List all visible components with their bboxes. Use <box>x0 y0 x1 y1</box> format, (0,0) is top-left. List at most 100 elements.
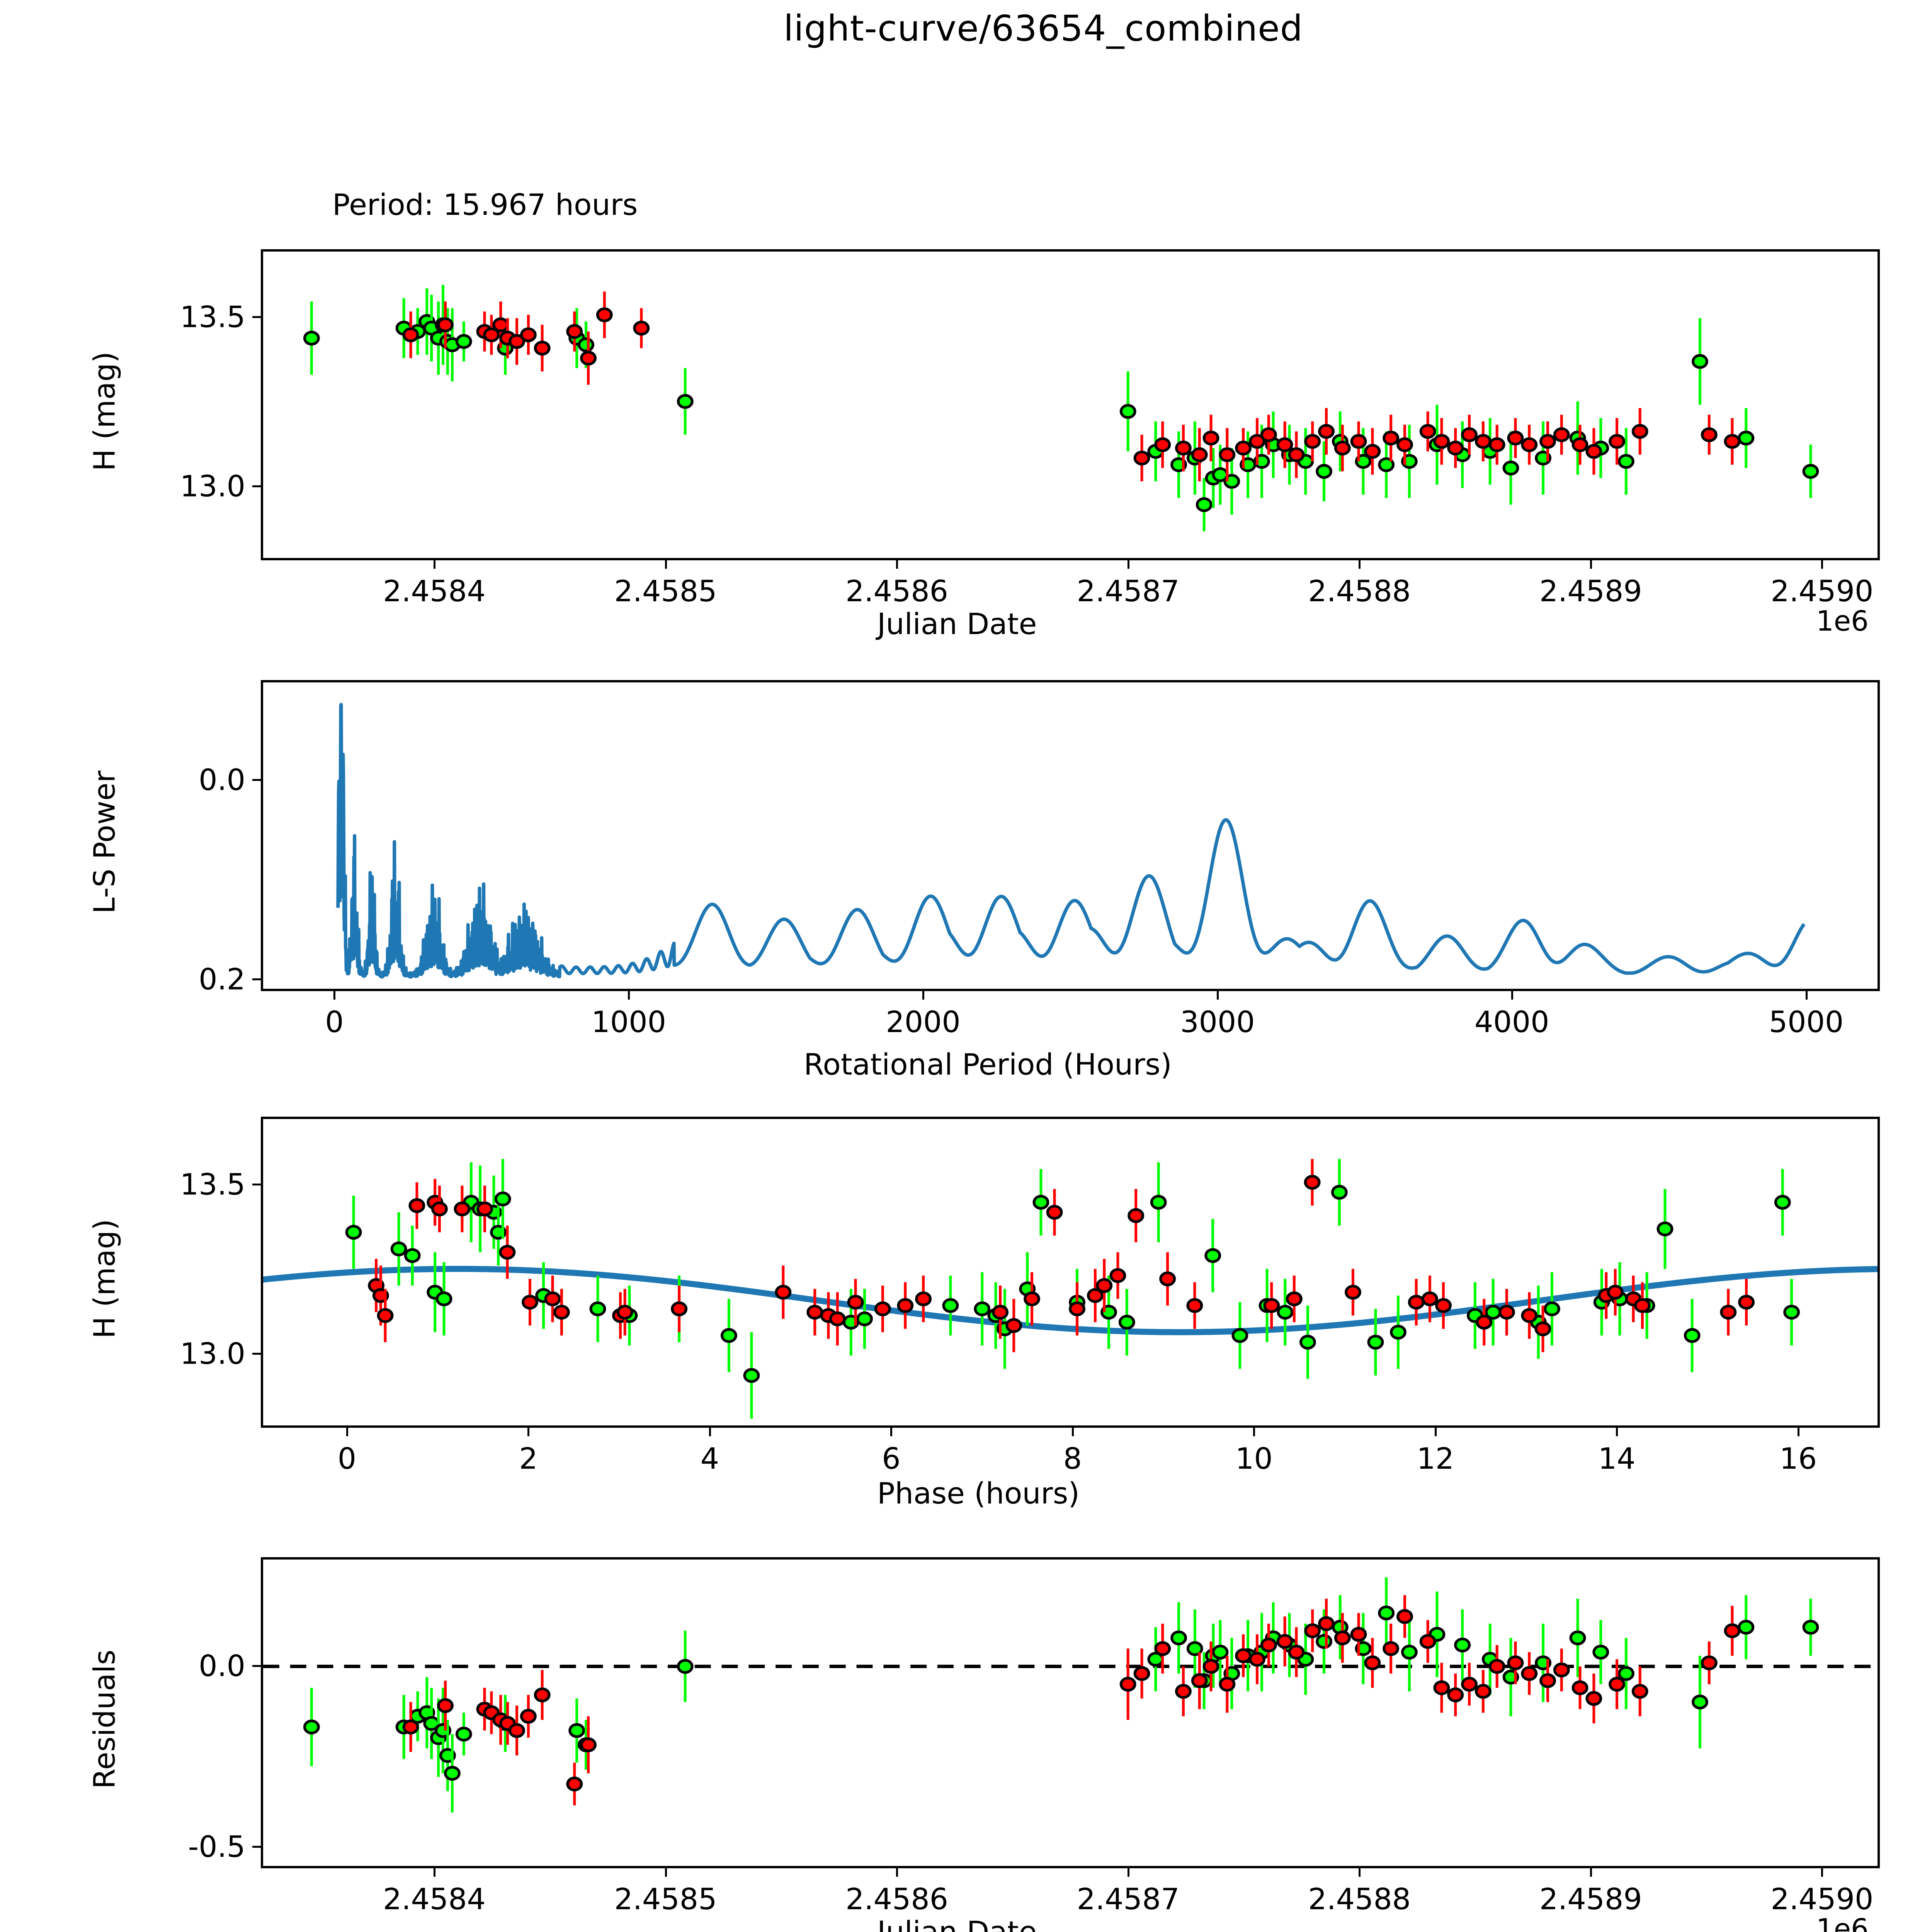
data-point <box>1488 1659 1505 1674</box>
x-tick-mark <box>1805 991 1808 1000</box>
data-point <box>829 1311 846 1327</box>
x-tick-mark <box>709 1428 711 1436</box>
x-tick-label: 14 <box>1598 1441 1636 1476</box>
data-point <box>897 1298 914 1313</box>
data-point <box>1159 1271 1176 1286</box>
data-point <box>1421 1291 1438 1306</box>
data-point <box>1350 434 1367 449</box>
residuals-x-offset: 1e6 <box>1816 1913 1869 1932</box>
residuals-xlabel: Julian Date <box>877 1915 1037 1932</box>
data-point <box>1408 1294 1425 1310</box>
data-point <box>1447 440 1464 456</box>
data-point <box>1119 404 1136 419</box>
data-point <box>1334 440 1351 456</box>
data-point <box>1191 447 1208 463</box>
data-point <box>1684 1328 1701 1343</box>
y-tick-mark <box>252 1665 261 1667</box>
data-point <box>1461 1677 1478 1692</box>
data-point <box>942 1298 959 1313</box>
x-tick-label: 8 <box>1063 1441 1082 1476</box>
x-tick-mark <box>1821 560 1823 569</box>
data-point <box>1720 1304 1737 1320</box>
x-tick-label: 10 <box>1235 1441 1273 1476</box>
data-point <box>1249 434 1265 449</box>
data-point <box>1235 440 1252 456</box>
data-point <box>1005 1318 1022 1333</box>
data-point <box>509 1723 525 1738</box>
data-point <box>1133 1666 1150 1681</box>
data-point <box>1304 1175 1321 1190</box>
y-tick-label: 13.5 <box>180 299 245 334</box>
data-point <box>633 321 650 336</box>
y-tick-label: 0.0 <box>199 762 245 797</box>
y-tick-label: -0.5 <box>188 1829 245 1864</box>
data-point <box>1609 1677 1625 1692</box>
data-point <box>1476 1315 1493 1330</box>
data-point <box>1521 437 1538 452</box>
data-point <box>616 1304 633 1320</box>
x-tick-mark <box>527 1428 530 1436</box>
data-point <box>437 1698 454 1713</box>
data-point <box>743 1368 760 1383</box>
data-point <box>1631 424 1648 439</box>
data-point <box>1543 1301 1560 1316</box>
data-point <box>1617 1666 1634 1681</box>
x-tick-mark <box>1821 1868 1823 1877</box>
data-point <box>1701 427 1718 442</box>
series-red <box>402 1595 1741 1806</box>
data-point <box>1802 1619 1819 1635</box>
x-tick-mark <box>1434 1428 1437 1436</box>
data-point <box>1454 1638 1471 1653</box>
data-point <box>1277 1304 1294 1320</box>
data-point <box>1231 1328 1248 1343</box>
y-tick-mark <box>252 316 261 318</box>
data-point <box>1286 1291 1303 1306</box>
data-point <box>1609 434 1625 449</box>
data-point <box>1350 1627 1367 1642</box>
data-point <box>1724 434 1741 449</box>
data-point <box>1634 1298 1651 1313</box>
data-point <box>1383 430 1400 446</box>
y-tick-mark <box>252 1845 261 1848</box>
x-tick-mark <box>1590 1868 1592 1877</box>
data-point <box>404 1248 421 1263</box>
data-point <box>509 334 525 349</box>
data-point <box>1235 1648 1252 1663</box>
data-point <box>1774 1195 1791 1210</box>
data-point <box>553 1304 570 1320</box>
data-point <box>1318 1616 1335 1631</box>
periodogram-line <box>336 702 1806 979</box>
data-point <box>1585 1691 1602 1706</box>
data-point <box>1378 457 1395 472</box>
data-point <box>408 1198 425 1213</box>
y-tick-mark <box>252 485 261 487</box>
panel-periodogram <box>261 680 1880 991</box>
data-point <box>520 327 537 342</box>
x-tick-mark <box>1127 560 1129 569</box>
y-tick-mark <box>252 1184 261 1185</box>
data-point <box>1087 1288 1104 1303</box>
lightcurve-xlabel: Julian Date <box>877 607 1037 641</box>
data-point <box>671 1301 688 1316</box>
x-tick-mark <box>896 1868 898 1877</box>
data-point <box>1364 1655 1381 1670</box>
data-point <box>1186 1641 1203 1656</box>
data-point <box>1571 437 1588 452</box>
data-point <box>303 1719 320 1735</box>
panel-lightcurve <box>261 249 1880 560</box>
x-tick-label: 4 <box>700 1441 719 1476</box>
data-point <box>1109 1268 1126 1283</box>
data-point <box>1128 1208 1145 1223</box>
period-subtitle: Period: 15.967 hours <box>332 187 638 222</box>
data-point <box>1701 1655 1718 1670</box>
data-point <box>1783 1304 1800 1320</box>
data-point <box>1367 1335 1384 1350</box>
data-point <box>1475 434 1492 449</box>
data-point <box>1488 437 1505 452</box>
x-tick-mark <box>1127 1868 1129 1877</box>
data-point <box>1534 1321 1551 1337</box>
data-point <box>431 1201 448 1216</box>
data-point <box>1539 1673 1556 1688</box>
data-point <box>377 1308 394 1323</box>
x-tick-label: 2.4586 <box>845 574 949 608</box>
